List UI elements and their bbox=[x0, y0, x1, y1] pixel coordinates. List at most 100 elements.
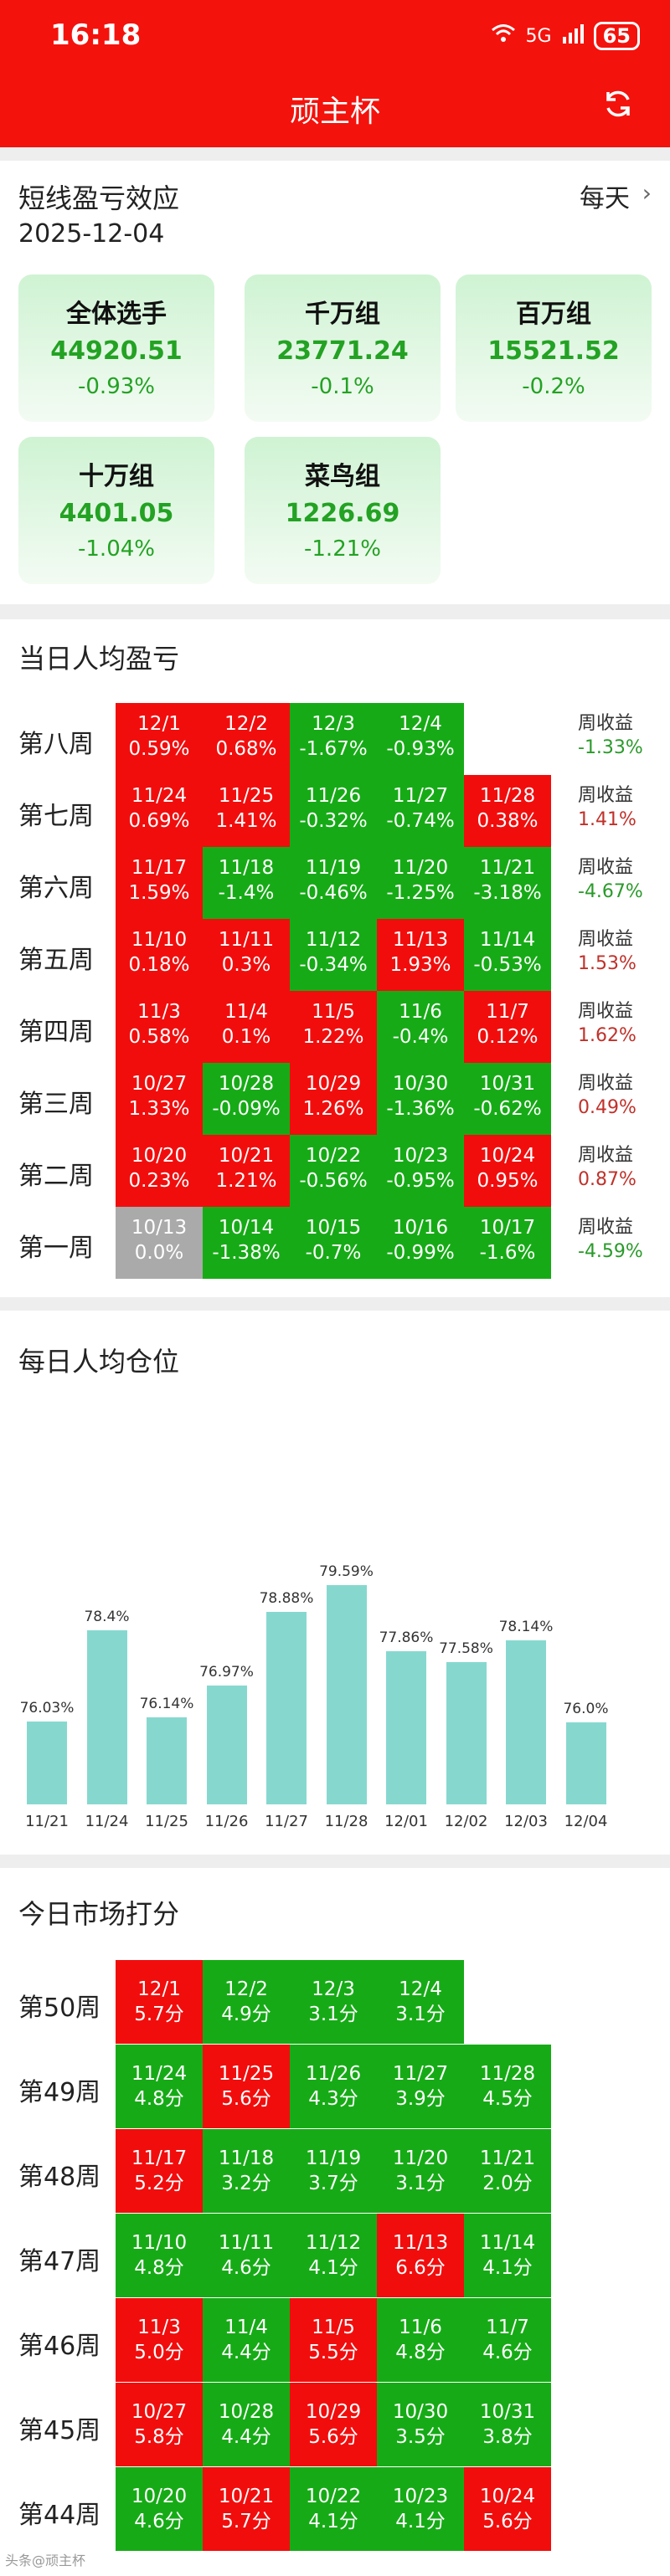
score-cell[interactable]: 12/1 5.7分 bbox=[116, 1960, 203, 2044]
score-cell[interactable]: 11/3 5.0分 bbox=[116, 2298, 203, 2382]
pnl-cell[interactable]: 10/13 0.0% bbox=[116, 1207, 203, 1279]
score-cell[interactable]: 10/30 3.5分 bbox=[377, 2383, 464, 2466]
pnl-cell[interactable]: 10/15 -0.7% bbox=[290, 1207, 377, 1279]
cell-value: -1.25% bbox=[386, 882, 455, 904]
pnl-cell[interactable]: 11/5 1.22% bbox=[290, 991, 377, 1063]
pnl-cell[interactable]: 12/2 0.68% bbox=[203, 703, 290, 775]
score-cell[interactable]: 11/17 5.2分 bbox=[116, 2129, 203, 2213]
score-cell[interactable]: 11/25 5.6分 bbox=[203, 2045, 290, 2128]
score-cell[interactable]: 10/31 3.8分 bbox=[464, 2383, 551, 2466]
score-cell[interactable]: 11/18 3.2分 bbox=[203, 2129, 290, 2213]
pnl-cell[interactable]: 11/6 -0.4% bbox=[377, 991, 464, 1063]
pnl-cell[interactable]: 11/13 1.93% bbox=[377, 919, 464, 991]
pnl-cell[interactable]: 10/24 0.95% bbox=[464, 1135, 551, 1207]
stat-card-1m[interactable]: 百万组 15521.52 -0.2% bbox=[456, 275, 652, 422]
score-cell[interactable]: 11/11 4.6分 bbox=[203, 2214, 290, 2297]
pnl-cell[interactable]: 12/1 0.59% bbox=[116, 703, 203, 775]
position-bar[interactable] bbox=[565, 1722, 606, 1804]
score-cell[interactable]: 11/19 3.7分 bbox=[290, 2129, 377, 2213]
score-cell[interactable]: 11/10 4.8分 bbox=[116, 2214, 203, 2297]
pnl-cell[interactable]: 11/4 0.1% bbox=[203, 991, 290, 1063]
score-cell[interactable]: 10/29 5.6分 bbox=[290, 2383, 377, 2466]
pnl-cell[interactable]: 11/26 -0.32% bbox=[290, 775, 377, 847]
score-cell[interactable]: 10/28 4.4分 bbox=[203, 2383, 290, 2466]
stat-card-rookie[interactable]: 菜鸟组 1226.69 -1.21% bbox=[245, 437, 441, 584]
score-cell[interactable]: 11/27 3.9分 bbox=[377, 2045, 464, 2128]
position-bar[interactable] bbox=[506, 1640, 546, 1804]
pnl-cell[interactable]: 10/20 0.23% bbox=[116, 1135, 203, 1207]
refresh-icon[interactable] bbox=[601, 87, 635, 121]
pnl-cell[interactable]: 11/28 0.38% bbox=[464, 775, 551, 847]
score-cell[interactable]: 10/22 4.1分 bbox=[290, 2467, 377, 2551]
stat-card-100k[interactable]: 十万组 4401.05 -1.04% bbox=[18, 437, 214, 584]
position-bar[interactable] bbox=[86, 1630, 127, 1804]
pnl-cell[interactable]: 11/24 0.69% bbox=[116, 775, 203, 847]
score-cell[interactable]: 11/4 4.4分 bbox=[203, 2298, 290, 2382]
score-cell[interactable]: 11/21 2.0分 bbox=[464, 2129, 551, 2213]
pnl-cell[interactable]: 10/27 1.33% bbox=[116, 1063, 203, 1135]
pnl-cell[interactable]: 11/21 -3.18% bbox=[464, 847, 551, 919]
score-cell[interactable]: 11/24 4.8分 bbox=[116, 2045, 203, 2128]
position-bar[interactable] bbox=[206, 1685, 247, 1804]
pnl-cell[interactable]: 11/14 -0.53% bbox=[464, 919, 551, 991]
pnl-cell[interactable]: 12/3 -1.67% bbox=[290, 703, 377, 775]
score-cell[interactable]: 11/7 4.6分 bbox=[464, 2298, 551, 2382]
pnl-cell[interactable]: 10/30 -1.36% bbox=[377, 1063, 464, 1135]
position-bar[interactable] bbox=[266, 1612, 307, 1804]
score-cell[interactable]: 10/24 5.6分 bbox=[464, 2467, 551, 2551]
cell-date: 11/12 bbox=[305, 929, 362, 951]
score-cell[interactable]: 10/27 5.8分 bbox=[116, 2383, 203, 2466]
pnl-cell[interactable]: 10/14 -1.38% bbox=[203, 1207, 290, 1279]
pnl-cell[interactable]: 10/17 -1.6% bbox=[464, 1207, 551, 1279]
stat-pct: -0.1% bbox=[311, 374, 374, 399]
score-cell[interactable]: 11/14 4.1分 bbox=[464, 2214, 551, 2297]
pnl-cell[interactable]: 11/19 -0.46% bbox=[290, 847, 377, 919]
weekly-return-value: -1.33% bbox=[578, 737, 643, 758]
pnl-cell[interactable]: 12/4 -0.93% bbox=[377, 703, 464, 775]
score-cell[interactable]: 12/3 3.1分 bbox=[290, 1960, 377, 2044]
score-cell[interactable]: 11/12 4.1分 bbox=[290, 2214, 377, 2297]
pnl-cell[interactable]: 11/3 0.58% bbox=[116, 991, 203, 1063]
bar-value-label: 78.88% bbox=[259, 1590, 314, 1608]
score-cell[interactable]: 10/21 5.7分 bbox=[203, 2467, 290, 2551]
cell-date: 10/28 bbox=[218, 1073, 275, 1095]
pnl-cell[interactable]: 10/23 -0.95% bbox=[377, 1135, 464, 1207]
pnl-cell[interactable]: 11/10 0.18% bbox=[116, 919, 203, 991]
cell-value: 2.0分 bbox=[482, 2173, 533, 2194]
pnl-cell[interactable]: 11/25 1.41% bbox=[203, 775, 290, 847]
position-bar[interactable] bbox=[147, 1716, 187, 1804]
score-cell[interactable]: 11/20 3.1分 bbox=[377, 2129, 464, 2213]
period-selector[interactable]: 每天 bbox=[580, 184, 630, 213]
pnl-cell[interactable]: 11/27 -0.74% bbox=[377, 775, 464, 847]
cell-date: 10/14 bbox=[218, 1217, 275, 1239]
pnl-cell[interactable]: 10/28 -0.09% bbox=[203, 1063, 290, 1135]
score-cell[interactable]: 10/23 4.1分 bbox=[377, 2467, 464, 2551]
pnl-cell[interactable]: 11/7 0.12% bbox=[464, 991, 551, 1063]
score-cell[interactable]: 11/5 5.5分 bbox=[290, 2298, 377, 2382]
score-cell[interactable]: 10/20 4.6分 bbox=[116, 2467, 203, 2551]
score-cell[interactable]: 11/28 4.5分 bbox=[464, 2045, 551, 2128]
score-cell[interactable]: 11/13 6.6分 bbox=[377, 2214, 464, 2297]
cell-value: 4.1分 bbox=[395, 2511, 446, 2532]
position-bar[interactable] bbox=[27, 1721, 67, 1804]
pnl-cell[interactable]: 11/17 1.59% bbox=[116, 847, 203, 919]
score-cell[interactable]: 11/6 4.8分 bbox=[377, 2298, 464, 2382]
stat-card-10m[interactable]: 千万组 23771.24 -0.1% bbox=[245, 275, 441, 422]
position-bar[interactable] bbox=[446, 1661, 487, 1804]
score-cell[interactable]: 12/2 4.9分 bbox=[203, 1960, 290, 2044]
pnl-cell[interactable]: 11/20 -1.25% bbox=[377, 847, 464, 919]
pnl-cell[interactable]: 11/18 -1.4% bbox=[203, 847, 290, 919]
pnl-cell[interactable]: 11/12 -0.34% bbox=[290, 919, 377, 991]
pnl-cell[interactable]: 10/29 1.26% bbox=[290, 1063, 377, 1135]
pnl-cell[interactable]: 10/31 -0.62% bbox=[464, 1063, 551, 1135]
pnl-cell[interactable]: 11/11 0.3% bbox=[203, 919, 290, 991]
stat-card-all[interactable]: 全体选手 44920.51 -0.93% bbox=[18, 275, 214, 422]
score-cell[interactable]: 12/4 3.1分 bbox=[377, 1960, 464, 2044]
position-bar[interactable] bbox=[386, 1651, 426, 1804]
pnl-cell[interactable]: 10/22 -0.56% bbox=[290, 1135, 377, 1207]
pnl-cell[interactable]: 10/21 1.21% bbox=[203, 1135, 290, 1207]
score-cell[interactable]: 11/26 4.3分 bbox=[290, 2045, 377, 2128]
chevron-right-icon[interactable]: › bbox=[642, 179, 652, 207]
pnl-cell[interactable]: 10/16 -0.99% bbox=[377, 1207, 464, 1279]
position-bar[interactable] bbox=[326, 1585, 367, 1804]
